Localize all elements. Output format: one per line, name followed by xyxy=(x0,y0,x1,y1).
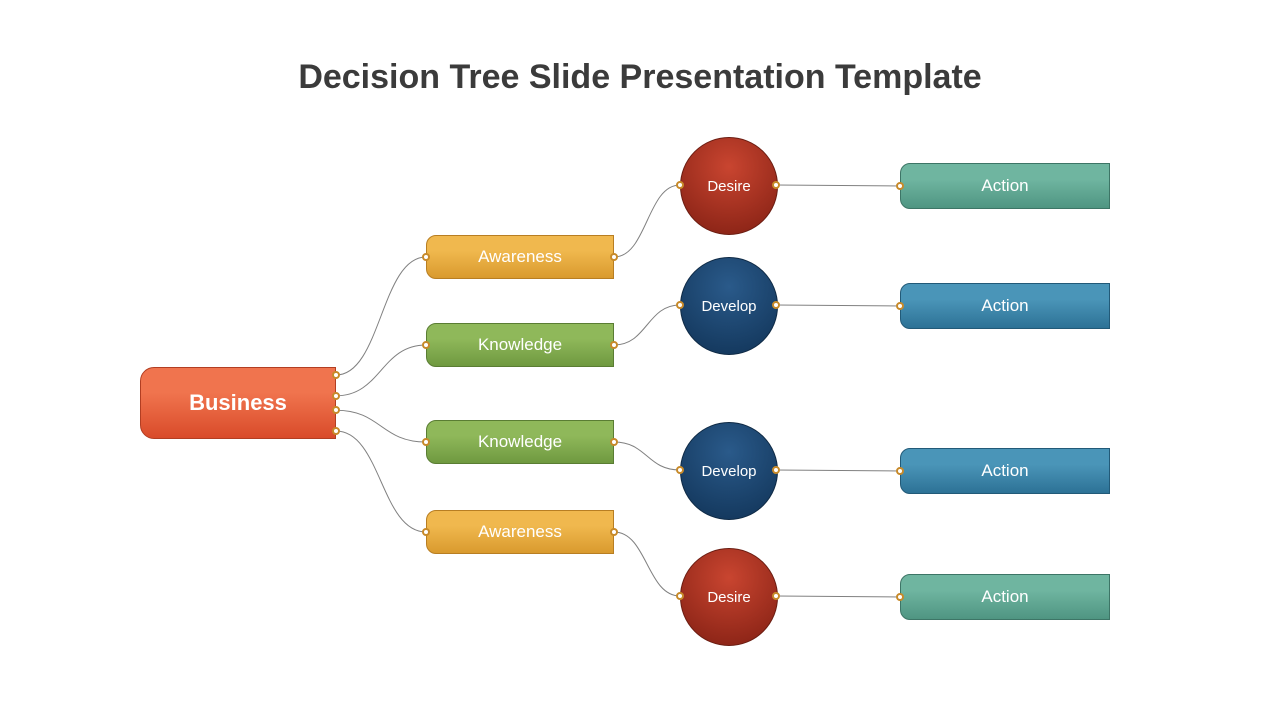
connector-dot xyxy=(676,181,684,189)
level3-node-dv2: Develop xyxy=(680,422,778,520)
connector-dot xyxy=(676,592,684,600)
connector-dot xyxy=(676,466,684,474)
action-node-2: Action xyxy=(900,448,1110,494)
level2-node-kn2: Knowledge xyxy=(426,420,614,464)
connector-dot xyxy=(772,466,780,474)
level2-node-kn1: Knowledge xyxy=(426,323,614,367)
connector-dot xyxy=(332,392,340,400)
action-node-0: Action xyxy=(900,163,1110,209)
action-node-3: Action xyxy=(900,574,1110,620)
connector-dot xyxy=(772,592,780,600)
connector-dot xyxy=(772,181,780,189)
level2-node-aw1: Awareness xyxy=(426,235,614,279)
connector-dot xyxy=(610,253,618,261)
connector-dot xyxy=(772,301,780,309)
connector-dot xyxy=(422,341,430,349)
decision-tree-diagram: Decision Tree Slide Presentation Templat… xyxy=(0,0,1280,720)
connector-dot xyxy=(422,528,430,536)
level3-node-dv1: Develop xyxy=(680,257,778,355)
connector-dot xyxy=(610,528,618,536)
root-node: Business xyxy=(140,367,336,439)
connector-dot xyxy=(896,302,904,310)
connector-dot xyxy=(610,438,618,446)
connector-dot xyxy=(610,341,618,349)
connector-dot xyxy=(896,182,904,190)
action-node-1: Action xyxy=(900,283,1110,329)
connector-dot xyxy=(676,301,684,309)
connector-dot xyxy=(896,593,904,601)
connector-dot xyxy=(332,371,340,379)
slide-title: Decision Tree Slide Presentation Templat… xyxy=(0,58,1280,97)
connector-dot xyxy=(332,427,340,435)
connector-dot xyxy=(422,253,430,261)
connector-dot xyxy=(332,406,340,414)
level3-node-de1: Desire xyxy=(680,137,778,235)
level3-node-de2: Desire xyxy=(680,548,778,646)
connector-dot xyxy=(896,467,904,475)
level2-node-aw2: Awareness xyxy=(426,510,614,554)
connector-dot xyxy=(422,438,430,446)
